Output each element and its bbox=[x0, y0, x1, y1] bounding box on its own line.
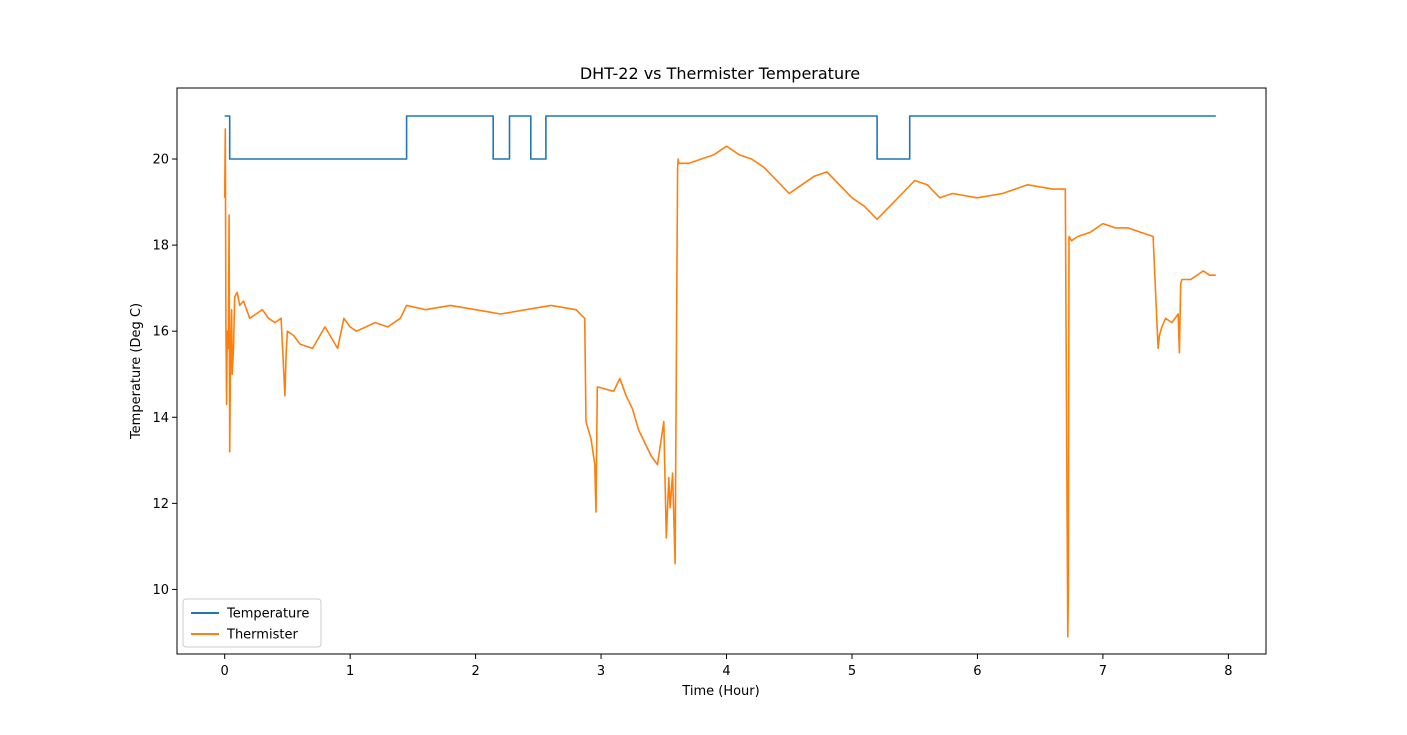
y-tick-label: 14 bbox=[152, 411, 169, 426]
series-line-thermister bbox=[223, 128, 1216, 638]
legend-label-thermister: Thermister bbox=[226, 628, 298, 643]
y-tick-label: 16 bbox=[152, 325, 169, 340]
x-tick-label: 8 bbox=[1224, 664, 1232, 679]
y-tick-label: 20 bbox=[152, 153, 169, 168]
y-axis-label: Temperature (Deg C) bbox=[129, 303, 144, 440]
chart-title: DHT-22 vs Thermister Temperature bbox=[580, 64, 860, 83]
plot-frame bbox=[176, 87, 1267, 655]
y-tick-label: 10 bbox=[152, 583, 169, 598]
x-tick-label: 1 bbox=[346, 664, 354, 679]
x-tick-label: 4 bbox=[722, 664, 730, 679]
x-tick-label: 3 bbox=[597, 664, 605, 679]
series-line-temperature bbox=[224, 115, 1216, 160]
x-tick-label: 5 bbox=[848, 664, 856, 679]
y-axis: 10 12 14 16 18 20 bbox=[152, 153, 177, 598]
x-tick-label: 2 bbox=[471, 664, 479, 679]
y-tick-label: 18 bbox=[152, 239, 169, 254]
legend-label-temperature: Temperature bbox=[226, 607, 309, 622]
plot-area bbox=[176, 87, 1267, 655]
x-axis-label: Time (Hour) bbox=[681, 684, 759, 699]
x-tick-label: 6 bbox=[973, 664, 981, 679]
x-axis: 0 1 2 3 4 5 6 7 8 bbox=[221, 654, 1233, 679]
y-tick-label: 12 bbox=[152, 497, 169, 512]
legend: Temperature Thermister bbox=[182, 598, 322, 648]
x-tick-label: 7 bbox=[1099, 664, 1107, 679]
x-tick-label: 0 bbox=[221, 664, 229, 679]
series-group bbox=[223, 115, 1216, 638]
